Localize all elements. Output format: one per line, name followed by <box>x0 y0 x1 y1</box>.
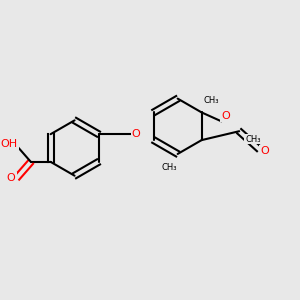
Text: CH₃: CH₃ <box>245 135 261 144</box>
Text: O: O <box>132 129 140 139</box>
Text: O: O <box>7 173 15 183</box>
Text: CH₃: CH₃ <box>162 163 178 172</box>
Text: CH₃: CH₃ <box>204 96 219 105</box>
Text: OH: OH <box>1 139 18 149</box>
Text: O: O <box>260 146 269 156</box>
Text: O: O <box>221 111 230 122</box>
